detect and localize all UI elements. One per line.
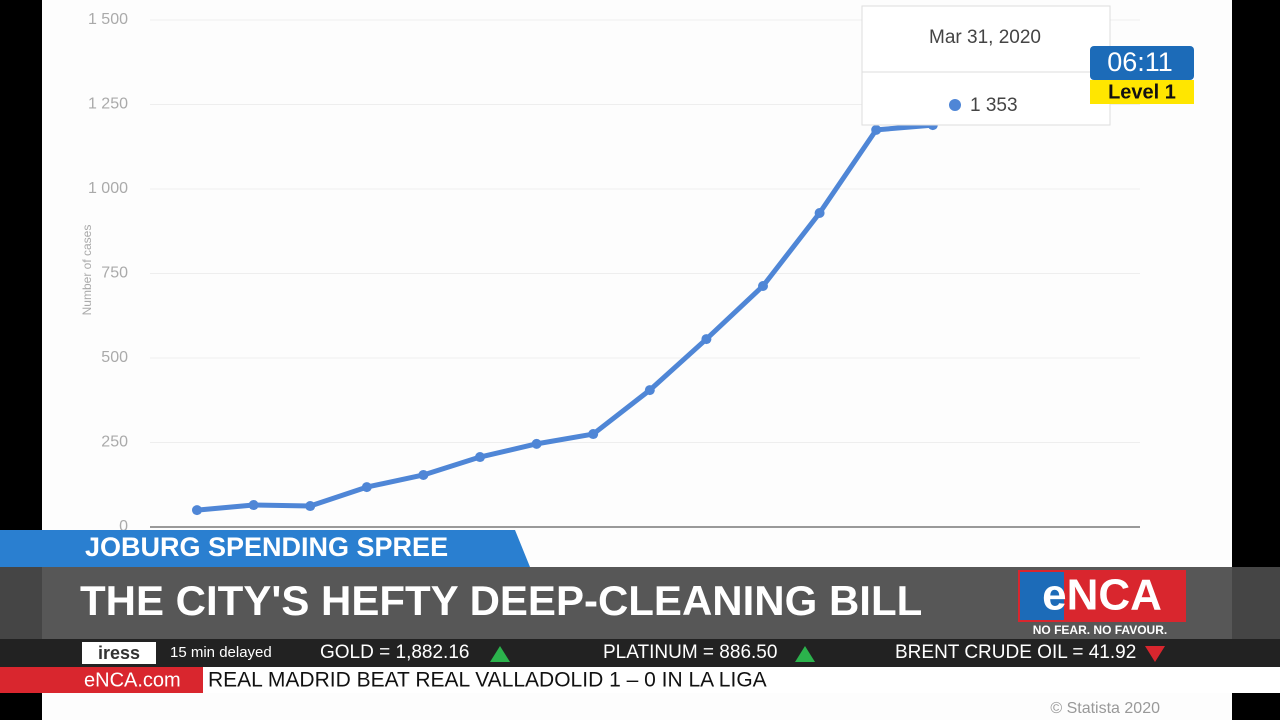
up-arrow: [795, 646, 815, 662]
y-tick-label: 1 250: [88, 96, 128, 113]
credit: © Statista 2020: [1050, 700, 1160, 717]
point: [361, 482, 372, 493]
y-tick-label: 750: [101, 265, 128, 282]
market-item: BRENT CRUDE OIL = 41.92: [895, 642, 1136, 663]
point: [758, 281, 768, 292]
y-tick-label: 0: [119, 518, 128, 535]
down-arrow: [1145, 646, 1165, 662]
tooltip: [861, 5, 1111, 126]
logo-e-box: [1020, 572, 1064, 620]
point: [531, 438, 542, 449]
y-tick-label: 1 000: [88, 180, 128, 197]
point: [248, 500, 259, 511]
clock: 06:11: [1107, 47, 1173, 77]
headline: THE CITY'S HEFTY DEEP-CLEANING BILL: [80, 577, 922, 624]
y-tick-label: 250: [101, 434, 128, 451]
ticker-note: 15 min delayed: [170, 644, 272, 661]
point: [814, 207, 825, 218]
slogan: NO FEAR. NO FAVOUR.: [1033, 623, 1167, 637]
ticker-band: [0, 639, 1280, 667]
y-tick-label: 1 500: [88, 11, 128, 28]
y-axis-label: Number of cases: [80, 225, 94, 316]
up-arrow: [490, 646, 510, 662]
ticker-source: iress: [98, 643, 140, 663]
news: REAL MADRID BEAT REAL VALLADOLID 1 – 0 I…: [208, 669, 767, 692]
kicker-banner: [0, 530, 530, 567]
site-box: [0, 667, 203, 693]
point: [588, 429, 599, 440]
point: [418, 469, 429, 480]
clock-box: [1090, 46, 1194, 80]
iress-box: [82, 642, 156, 664]
tooltip-dot: [949, 99, 961, 111]
point: [192, 505, 202, 516]
level: Level 1: [1108, 81, 1176, 103]
site: eNCA.com: [84, 669, 181, 691]
point: [475, 452, 485, 463]
news-band: [0, 667, 1280, 693]
kicker: JOBURG SPENDING SPREE: [85, 532, 448, 562]
market-item: GOLD = 1,882.16: [320, 642, 469, 663]
level-box: [1090, 80, 1194, 104]
tooltip-value: 1 353: [970, 95, 1018, 116]
point: [644, 385, 655, 396]
point: [871, 124, 882, 135]
market-item: PLATINUM = 886.50: [603, 642, 777, 663]
tooltip-title: Mar 31, 2020: [929, 27, 1041, 48]
logo: eNCA: [1042, 571, 1162, 620]
point: [305, 501, 316, 512]
point: [701, 334, 712, 345]
y-tick-label: 500: [101, 349, 128, 366]
